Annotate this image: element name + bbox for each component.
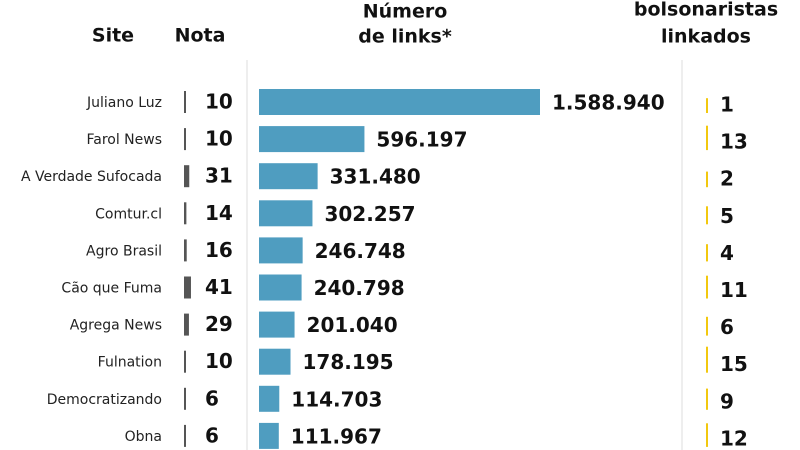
- header-bolsonaristas: bolsonaristas: [634, 0, 778, 21]
- bar: [259, 200, 313, 227]
- nota-bar: [184, 165, 190, 188]
- nota-label: 14: [205, 201, 233, 225]
- nota-label: 10: [205, 90, 233, 114]
- bolsonaristas-bar: [706, 346, 708, 373]
- nota-bar: [184, 424, 186, 447]
- bolsonaristas-label: 13: [720, 130, 748, 154]
- site-label: Fulnation: [98, 355, 162, 371]
- value-label: 114.703: [291, 387, 382, 411]
- nota-bar: [184, 202, 187, 225]
- header-site: Site: [92, 25, 134, 47]
- bar: [259, 89, 540, 115]
- value-label: 331.480: [330, 165, 421, 189]
- nota-bar: [184, 350, 186, 373]
- header-links: de links*: [358, 26, 452, 48]
- nota-label: 6: [205, 423, 219, 447]
- bolsonaristas-bar: [706, 316, 708, 336]
- bar: [259, 126, 365, 153]
- nota-label: 16: [205, 238, 233, 262]
- bar: [259, 274, 302, 301]
- value-label: 201.040: [307, 313, 398, 337]
- header-nota: Nota: [175, 25, 226, 47]
- bolsonaristas-bar: [706, 206, 708, 225]
- nota-bar: [184, 276, 191, 299]
- bolsonaristas-label: 5: [720, 204, 734, 228]
- nota-label: 6: [205, 386, 219, 410]
- bar: [259, 422, 279, 449]
- bar: [259, 237, 303, 264]
- bolsonaristas-bar: [706, 388, 708, 410]
- value-label: 302.257: [324, 202, 415, 226]
- site-label: Comtur.cl: [95, 206, 162, 222]
- site-label: Democratizando: [47, 392, 162, 408]
- site-label: Agro Brasil: [86, 243, 162, 259]
- value-label: 246.748: [315, 239, 406, 263]
- nota-label: 29: [205, 312, 233, 336]
- site-label: Farol News: [86, 132, 162, 148]
- nota-bar: [184, 91, 186, 113]
- bar: [259, 163, 318, 190]
- site-label: Cão que Fuma: [61, 281, 162, 297]
- value-label: 178.195: [303, 350, 394, 374]
- bolsonaristas-bar: [706, 171, 708, 188]
- bolsonaristas-label: 9: [720, 389, 734, 413]
- nota-bar: [184, 313, 189, 336]
- nota-label: 10: [205, 127, 233, 151]
- bolsonaristas-bar: [706, 275, 708, 299]
- nota-bar: [184, 239, 187, 262]
- site-label: Obna: [125, 429, 162, 445]
- nota-bar: [184, 387, 186, 410]
- bar: [259, 385, 280, 412]
- nota-label: 10: [205, 349, 233, 373]
- bar: [259, 348, 291, 375]
- site-label: Agrega News: [70, 318, 162, 334]
- bolsonaristas-bar: [706, 98, 708, 113]
- bolsonaristas-label: 12: [720, 426, 748, 450]
- bolsonaristas-label: 15: [720, 352, 748, 376]
- bolsonaristas-label: 1: [720, 93, 734, 117]
- nota-label: 31: [205, 164, 233, 188]
- site-label: A Verdade Sufocada: [21, 169, 162, 185]
- bolsonaristas-label: 6: [720, 315, 734, 339]
- bolsonaristas-bar: [706, 244, 708, 262]
- bolsonaristas-label: 2: [720, 167, 734, 191]
- bar: [259, 311, 295, 338]
- value-label: 240.798: [314, 276, 405, 300]
- header-links: Número: [363, 1, 448, 23]
- value-label: 111.967: [291, 424, 382, 448]
- bolsonaristas-bar: [706, 125, 708, 151]
- header-bolsonaristas: linkados: [661, 26, 751, 48]
- value-label: 596.197: [376, 128, 467, 152]
- bolsonaristas-bar: [706, 423, 708, 447]
- value-label: 1.588.940: [552, 91, 665, 115]
- site-label: Juliano Luz: [86, 95, 162, 111]
- nota-bar: [184, 128, 186, 151]
- bolsonaristas-label: 11: [720, 278, 748, 302]
- nota-label: 41: [205, 275, 233, 299]
- bolsonaristas-label: 4: [720, 241, 734, 265]
